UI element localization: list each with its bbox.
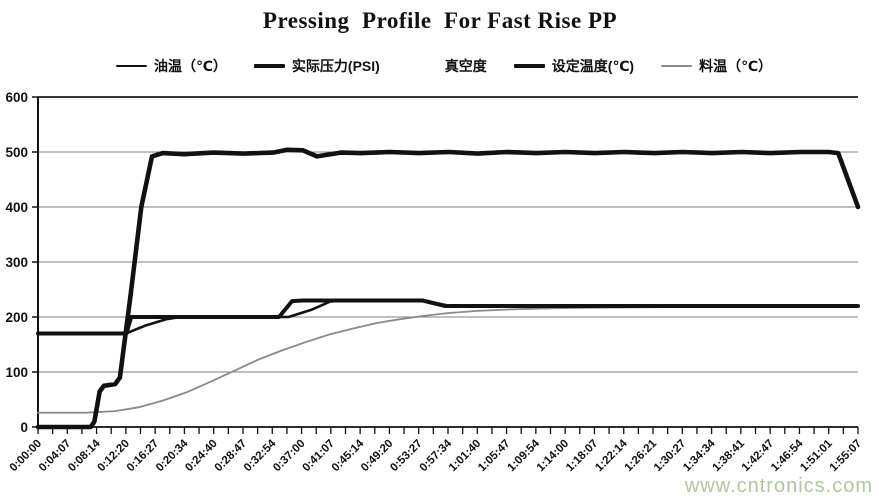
legend-line-sample-actual-pressure [253, 63, 285, 69]
y-tick-label: 200 [5, 310, 28, 325]
chart-legend: 油温（℃） 实际压力(PSI) 真空度 设定温度(℃) 料温（℃） [38, 56, 850, 76]
series-material-temp [37, 305, 859, 414]
x-axis-labels: 0:00:000:04:070:08:140:12:200:16:270:20:… [8, 437, 865, 474]
x-tick-label: 1:55:07 [828, 438, 865, 475]
legend-label-actual-pressure: 实际压力(PSI) [291, 58, 380, 74]
legend-item-set-temp: 设定温度(℃) [513, 56, 635, 76]
series-actual-pressure [35, 147, 861, 430]
y-tick-label: 400 [5, 200, 28, 215]
legend-label-set-temp: 设定温度(℃) [551, 58, 635, 74]
legend-label-oil-temp: 油温（℃） [153, 58, 227, 74]
y-tick-label: 500 [5, 145, 28, 160]
chart-title: Pressing Profile For Fast Rise PP [262, 8, 618, 33]
legend-line-sample-oil-temp [115, 64, 147, 68]
legend-item-vacuum: 真空度 [407, 56, 487, 76]
legend-item-actual-pressure: 实际压力(PSI) [253, 56, 380, 76]
y-tick-label: 0 [20, 420, 28, 435]
y-tick-label: 600 [5, 90, 28, 105]
x-axis-ticks [37, 427, 859, 434]
y-axis-labels: 0 100 200 300 400 500 600 [5, 90, 38, 435]
legend-line-sample-set-temp [513, 64, 545, 68]
legend-label-vacuum: 真空度 [444, 58, 487, 74]
legend-item-oil-temp: 油温（℃） [115, 56, 227, 76]
series-lines [35, 147, 861, 430]
watermark: www.cntronics.com [684, 475, 873, 497]
legend-item-material-temp: 料温（℃） [661, 56, 772, 76]
y-tick-label: 300 [5, 255, 28, 270]
legend-label-material-temp: 料温（℃） [699, 58, 773, 74]
legend-line-sample-material-temp [661, 65, 693, 67]
y-tick-label: 100 [5, 365, 28, 380]
gridlines [38, 96, 858, 373]
